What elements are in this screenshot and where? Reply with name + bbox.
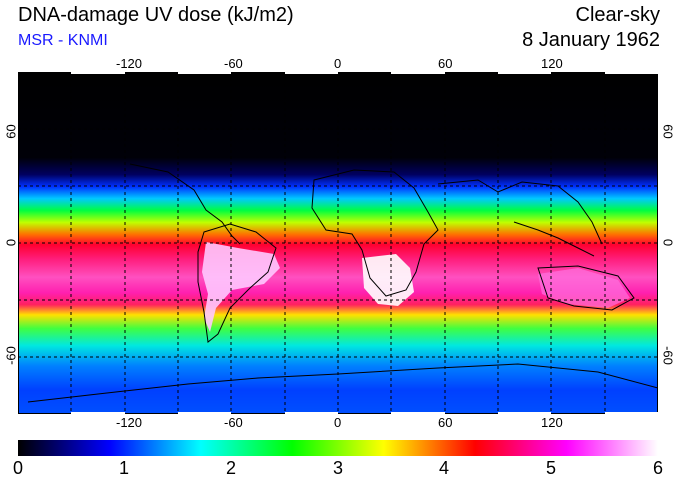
europe-asia-coast [437, 179, 603, 245]
uv-dose-map [18, 72, 658, 414]
lon-tick-top: -60 [224, 56, 243, 71]
condition-label: Clear-sky [575, 4, 660, 26]
lon-tick-bottom: -120 [116, 415, 143, 430]
colorbar [18, 440, 658, 456]
lon-tick-bottom: -60 [224, 415, 243, 430]
lat-tick-right: 0 [660, 238, 676, 247]
southern-africa-hotspot [362, 254, 414, 306]
colorbar-label: 5 [546, 458, 557, 478]
lat-tick-left: 0 [3, 238, 19, 247]
lon-tick-top: 0 [334, 56, 342, 71]
australia-coast [537, 265, 635, 311]
south-america-hotspot [202, 242, 280, 332]
colorbar-label: 3 [333, 458, 344, 478]
lon-tick-top: 120 [541, 56, 563, 71]
north-america-coast [129, 163, 241, 245]
colorbar-label: 0 [13, 458, 24, 478]
date-label: 8 January 1962 [522, 29, 660, 51]
maritime-islands-coast [513, 221, 595, 257]
lon-tick-bottom: 0 [334, 415, 342, 430]
south-america-coast [197, 223, 277, 343]
lon-tick-bottom: 120 [541, 415, 563, 430]
colorbar-label: 4 [439, 458, 450, 478]
colorbar-label: 1 [119, 458, 130, 478]
source-label: MSR - KNMI [18, 32, 108, 49]
lat-tick-left: 60 [3, 124, 19, 139]
lon-tick-bottom: 60 [438, 415, 453, 430]
lon-tick-top: 60 [438, 56, 453, 71]
lon-tick-top: -120 [116, 56, 143, 71]
lat-tick-left: -60 [3, 346, 19, 365]
colorbar-label: 2 [226, 458, 237, 478]
africa-coast [311, 169, 439, 297]
colorbar-label: 6 [653, 458, 664, 478]
lat-tick-right: 60 [660, 124, 676, 139]
australia-hotspot [538, 268, 630, 308]
lat-tick-right: -60 [660, 346, 676, 365]
map-title: DNA-damage UV dose (kJ/m2) [18, 4, 294, 26]
